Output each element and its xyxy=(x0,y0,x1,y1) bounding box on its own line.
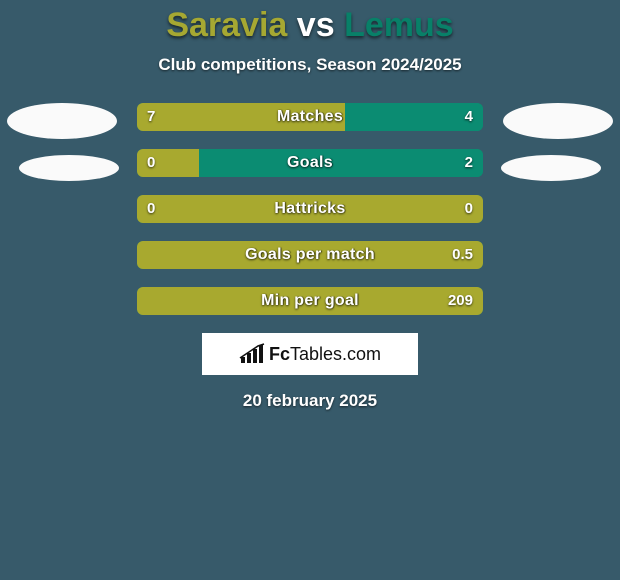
stat-label: Goals per match xyxy=(137,241,483,269)
stat-value-right: 0 xyxy=(455,195,483,223)
player2-badge-placeholder xyxy=(501,155,601,181)
brand-text-suffix: Tables.com xyxy=(290,344,381,364)
stat-label: Goals xyxy=(137,149,483,177)
stat-row-hattricks: 0 Hattricks 0 xyxy=(137,195,483,223)
brand-badge: FcTables.com xyxy=(202,333,418,375)
stat-value-right: 2 xyxy=(455,149,483,177)
stat-row-goals-per-match: Goals per match 0.5 xyxy=(137,241,483,269)
stat-row-min-per-goal: Min per goal 209 xyxy=(137,287,483,315)
stat-row-matches: 7 Matches 4 xyxy=(137,103,483,131)
player1-avatar-placeholder xyxy=(7,103,117,139)
comparison-infographic: Saravia vs Lemus Club competitions, Seas… xyxy=(0,0,620,580)
stat-value-right: 4 xyxy=(455,103,483,131)
player1-badge-placeholder xyxy=(19,155,119,181)
comparison-rows: 7 Matches 4 0 Goals 2 0 Hattricks 0 Goal… xyxy=(137,103,483,315)
stat-label: Min per goal xyxy=(137,287,483,315)
brand-text-prefix: Fc xyxy=(269,344,290,364)
title-player1: Saravia xyxy=(166,6,287,44)
player2-avatar-placeholder xyxy=(503,103,613,139)
stat-label: Matches xyxy=(137,103,483,131)
title-vs: vs xyxy=(287,6,344,44)
stat-row-goals: 0 Goals 2 xyxy=(137,149,483,177)
brand-chart-icon xyxy=(239,343,265,365)
page-title: Saravia vs Lemus xyxy=(0,0,620,45)
infographic-date: 20 february 2025 xyxy=(0,391,620,411)
subtitle: Club competitions, Season 2024/2025 xyxy=(0,55,620,75)
brand-text: FcTables.com xyxy=(269,344,381,365)
title-player2: Lemus xyxy=(344,6,454,44)
stat-value-right: 209 xyxy=(438,287,483,315)
stat-label: Hattricks xyxy=(137,195,483,223)
stat-value-right: 0.5 xyxy=(442,241,483,269)
